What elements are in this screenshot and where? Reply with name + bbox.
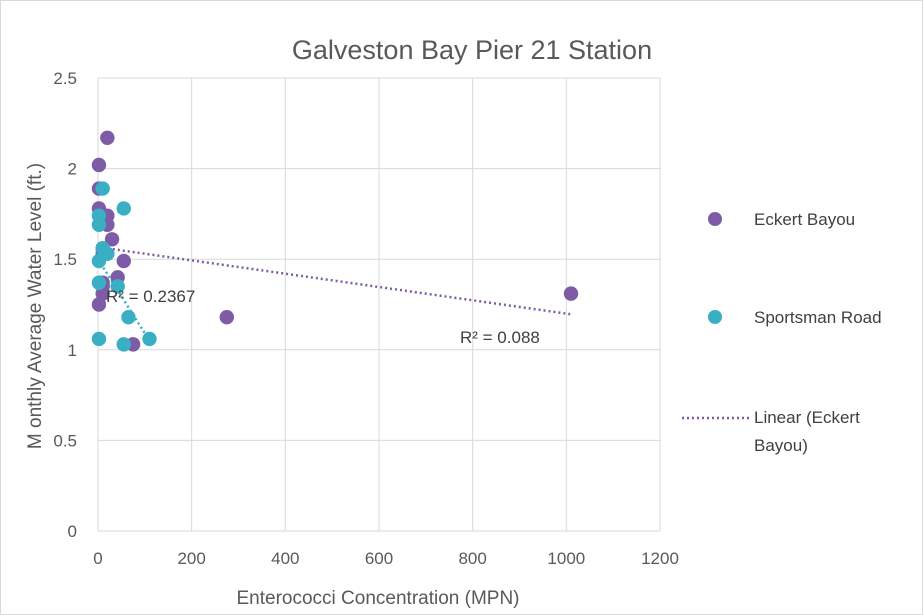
x-tick-label: 1200 bbox=[641, 549, 679, 568]
legend-label-eckert: Eckert Bayou bbox=[754, 210, 855, 229]
legend-label-trendline-2: Bayou) bbox=[754, 436, 808, 455]
point-eckert-bayou bbox=[219, 309, 234, 325]
x-axis-title: Enterococci Concentration (MPN) bbox=[237, 588, 520, 609]
tick-labels: 0 0.5 1 1.5 2 2.5 0 200 400 600 800 1000 1200 bbox=[53, 69, 679, 568]
legend-marker-sportsman bbox=[708, 310, 722, 324]
point-sportsman-road bbox=[91, 253, 107, 269]
x-tick-label: 800 bbox=[458, 549, 486, 568]
trendline-sportsman-road bbox=[96, 258, 151, 342]
r2-label-eckert: R² = 0.088 bbox=[460, 328, 540, 347]
y-tick-label: 1.5 bbox=[53, 250, 77, 269]
gridlines bbox=[97, 77, 661, 532]
x-tick-label: 600 bbox=[365, 549, 393, 568]
x-tick-label: 1000 bbox=[547, 549, 585, 568]
point-eckert-bayou bbox=[116, 253, 131, 269]
point-sportsman-road bbox=[121, 309, 136, 325]
point-eckert-bayou bbox=[100, 130, 115, 145]
data-points bbox=[91, 130, 579, 352]
point-sportsman-road bbox=[91, 275, 107, 290]
point-eckert-bayou bbox=[563, 286, 579, 301]
point-sportsman-road bbox=[91, 331, 107, 347]
y-axis-title: M onthly Average Water Level (ft.) bbox=[25, 163, 46, 449]
point-eckert-bayou bbox=[104, 232, 120, 247]
x-tick-label: 400 bbox=[271, 549, 299, 568]
point-sportsman-road bbox=[91, 217, 107, 232]
legend: Eckert Bayou Sportsman Road Linear (Ecke… bbox=[682, 210, 882, 455]
y-tick-label: 0 bbox=[68, 522, 77, 541]
point-sportsman-road bbox=[116, 201, 131, 216]
chart-title: Galveston Bay Pier 21 Station bbox=[292, 35, 652, 65]
r2-label-sportsman: R² = 0.2367 bbox=[106, 287, 195, 306]
y-tick-label: 2.5 bbox=[53, 69, 77, 88]
point-sportsman-road bbox=[110, 279, 125, 294]
legend-label-sportsman: Sportsman Road bbox=[754, 308, 882, 327]
x-tick-label: 200 bbox=[177, 549, 205, 568]
legend-marker-eckert bbox=[708, 212, 722, 226]
y-tick-label: 2 bbox=[68, 160, 77, 179]
legend-label-trendline-1: Linear (Eckert bbox=[754, 408, 860, 427]
point-eckert-bayou bbox=[95, 286, 110, 301]
x-tick-label: 0 bbox=[93, 549, 102, 568]
point-sportsman-road bbox=[142, 331, 157, 347]
point-sportsman-road bbox=[95, 181, 110, 196]
y-tick-label: 0.5 bbox=[53, 431, 77, 450]
trendlines bbox=[96, 245, 572, 342]
point-eckert-bayou bbox=[91, 157, 107, 173]
point-eckert-bayou bbox=[91, 297, 107, 312]
point-sportsman-road bbox=[116, 337, 131, 352]
y-tick-label: 1 bbox=[68, 341, 77, 360]
